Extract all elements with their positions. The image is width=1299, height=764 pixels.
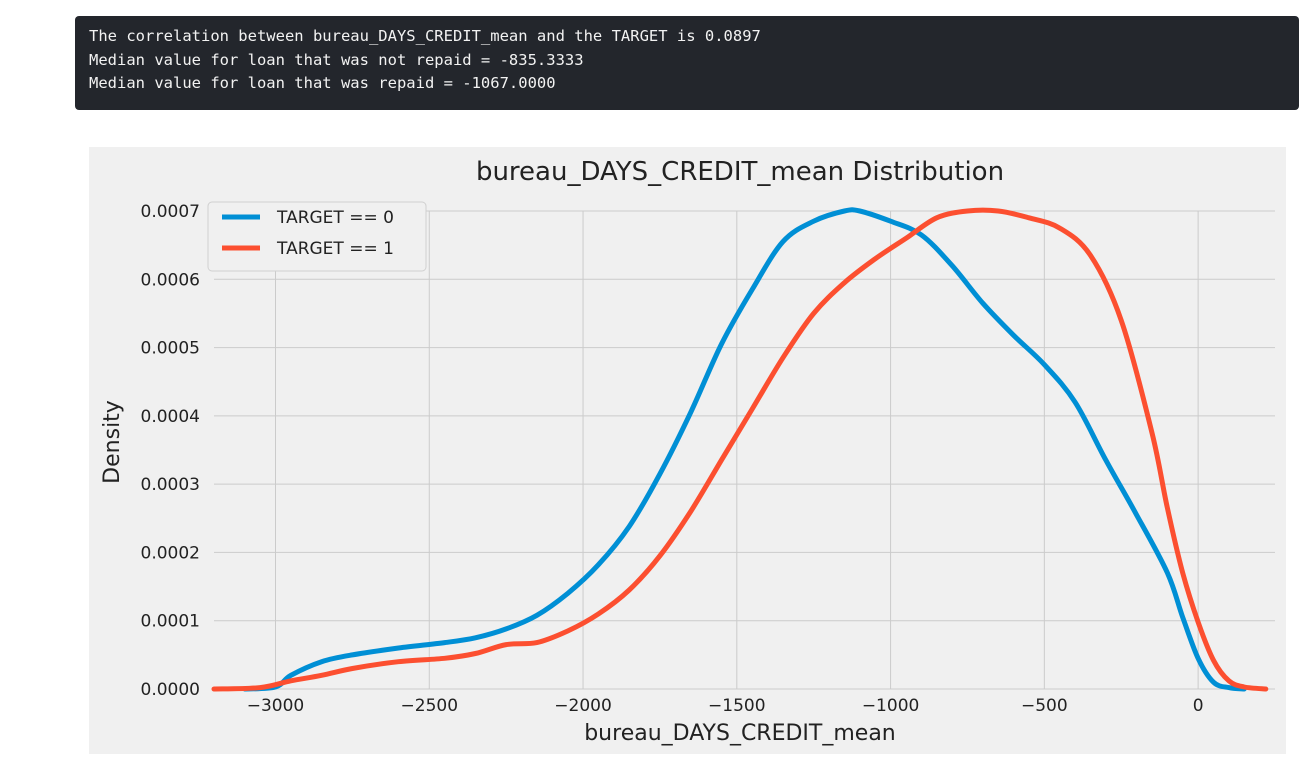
x-tick-label: 0: [1193, 696, 1204, 716]
y-axis-label: Density: [100, 400, 125, 484]
kde-chart: 0.0000 0.0001 0.0002 0.0003 0.0004 0.0005 0.00…: [100, 157, 1275, 746]
x-tick-label: −3000: [247, 696, 305, 716]
correlation-text: The correlation between bureau_DAYS_CRED…: [89, 27, 761, 45]
y-tick-label: 0.0000: [141, 680, 200, 700]
chart-figure: 0.0000 0.0001 0.0002 0.0003 0.0004 0.0005 0.00…: [89, 147, 1286, 754]
x-tick-label: −1500: [708, 696, 766, 716]
chart-title: bureau_DAYS_CREDIT_mean Distribution: [476, 157, 1004, 187]
x-tick-label: −2500: [401, 696, 459, 716]
x-axis-label: bureau_DAYS_CREDIT_mean: [584, 721, 896, 746]
legend: TARGET == 0 TARGET == 1: [207, 201, 427, 272]
x-tick-label: −1000: [862, 696, 920, 716]
y-tick-label: 0.0001: [141, 612, 200, 632]
legend-label-target-0: TARGET == 0: [276, 208, 394, 228]
y-tick-label: 0.0005: [141, 339, 200, 359]
series-layer: [211, 207, 1269, 692]
series-line-target-1: [211, 207, 1269, 692]
y-tick-label: 0.0006: [141, 270, 200, 290]
x-tick-label: −500: [1021, 696, 1068, 716]
grid-layer: [214, 210, 1275, 690]
cell-output-text: The correlation between bureau_DAYS_CRED…: [75, 16, 1299, 110]
series-line-target-0: [242, 207, 1247, 692]
tick-layer: 0.0000 0.0001 0.0002 0.0003 0.0004 0.0005 0.00…: [141, 202, 1204, 716]
y-tick-label: 0.0003: [141, 475, 200, 495]
y-tick-label: 0.0007: [141, 202, 200, 222]
median-not-repaid-text: Median value for loan that was not repai…: [89, 50, 584, 69]
median-repaid-text: Median value for loan that was repaid = …: [89, 74, 556, 92]
y-tick-label: 0.0004: [141, 407, 200, 427]
legend-box: [207, 201, 427, 272]
legend-label-target-1: TARGET == 1: [276, 239, 394, 259]
y-tick-label: 0.0002: [141, 543, 200, 563]
x-tick-label: −2000: [554, 696, 612, 716]
